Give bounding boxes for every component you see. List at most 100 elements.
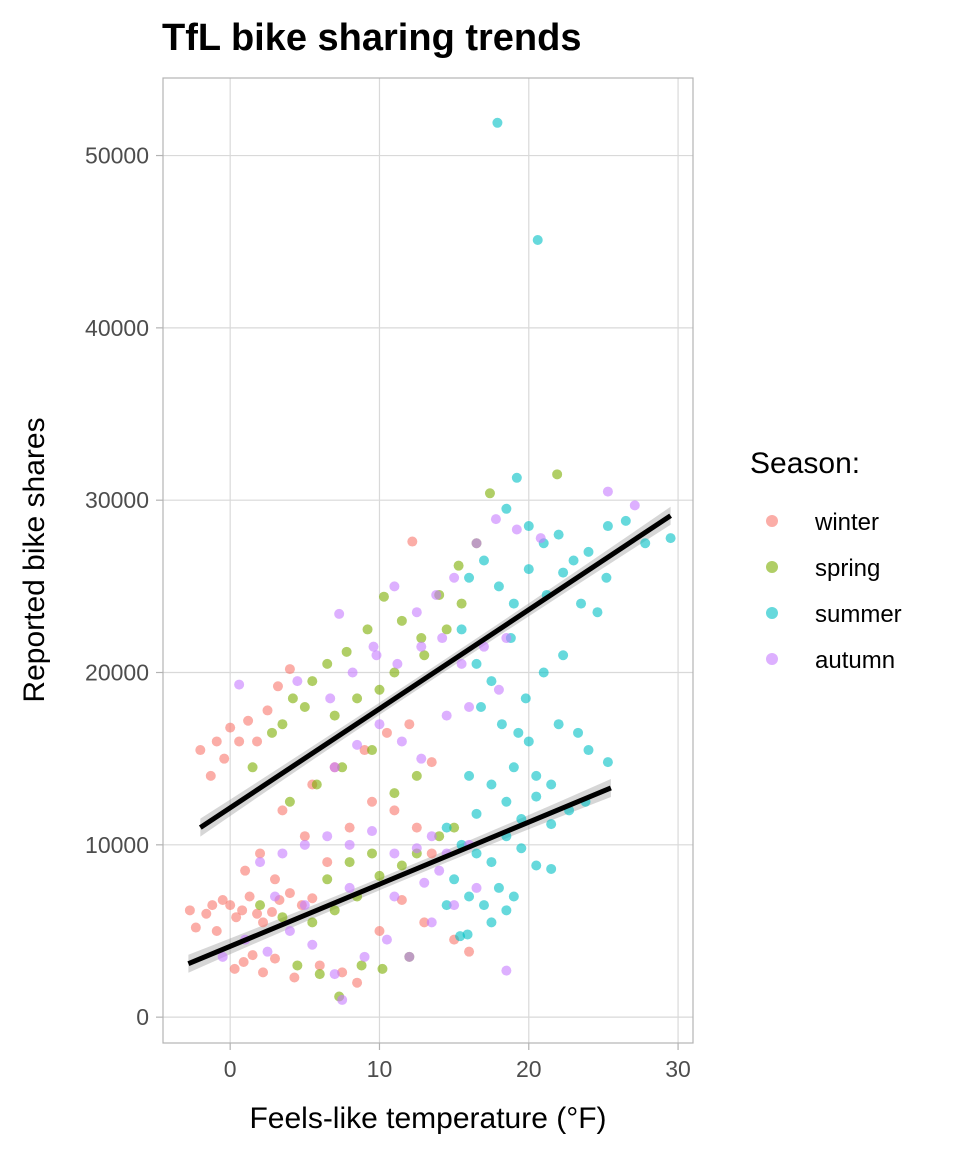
point-autumn (269, 891, 280, 902)
point-autumn (441, 710, 452, 721)
point-spring (277, 912, 288, 923)
point-autumn (344, 839, 355, 850)
point-autumn (416, 641, 427, 652)
point-autumn (255, 857, 266, 868)
y-tick-label: 50000 (85, 143, 149, 169)
point-summer (665, 533, 676, 544)
trend-lines (187, 513, 672, 967)
point-winter (225, 722, 236, 733)
point-winter (190, 922, 201, 933)
point-summer (531, 791, 542, 802)
point-autumn (337, 994, 348, 1005)
point-winter (252, 736, 263, 747)
point-winter (238, 957, 249, 968)
point-spring (307, 917, 318, 928)
panel-border (162, 77, 694, 1044)
x-tick-label: 20 (516, 1056, 542, 1082)
point-summer (523, 736, 534, 747)
point-summer (486, 857, 497, 868)
point-spring (277, 719, 288, 730)
point-winter (244, 891, 255, 902)
point-autumn (493, 684, 504, 695)
point-winter (314, 960, 325, 971)
point-autumn (629, 500, 640, 511)
point-winter (289, 972, 300, 983)
point-summer (492, 117, 503, 128)
point-autumn (478, 641, 489, 652)
point-summer (568, 555, 579, 566)
point-summer (523, 521, 534, 532)
point-winter (426, 757, 437, 768)
point-summer (531, 770, 542, 781)
point-autumn (464, 701, 475, 712)
point-autumn (389, 891, 400, 902)
legend-key-autumn (766, 653, 778, 665)
point-summer (493, 882, 504, 893)
point-winter (337, 967, 348, 978)
point-winter (240, 865, 251, 876)
point-winter (234, 736, 245, 747)
y-tick-label: 40000 (85, 315, 149, 341)
point-summer (462, 929, 473, 940)
point-summer (471, 848, 482, 859)
point-autumn (426, 831, 437, 842)
point-autumn (456, 658, 467, 669)
axis-ticks: 0 10 20 30 0 10000 20000 30000 40000 50000 (85, 143, 691, 1082)
point-winter (225, 900, 236, 911)
legend: Season: winter spring summer autumn (750, 447, 902, 674)
point-summer (441, 822, 452, 833)
point-autumn (307, 939, 318, 950)
point-summer (471, 808, 482, 819)
point-winter (411, 822, 422, 833)
legend-label-winter: winter (814, 509, 879, 536)
point-winter (374, 925, 385, 936)
point-spring (453, 560, 464, 571)
point-summer (486, 917, 497, 928)
point-spring (389, 788, 400, 799)
point-winter (426, 848, 437, 859)
point-winter (404, 719, 415, 730)
point-summer (538, 667, 549, 678)
point-winter (381, 727, 392, 738)
point-autumn (359, 951, 370, 962)
point-summer (501, 796, 512, 807)
point-autumn (381, 934, 392, 945)
x-axis-title: Feels-like temperature (°F) (249, 1102, 606, 1135)
point-autumn (352, 739, 363, 750)
point-autumn (322, 831, 333, 842)
point-spring (341, 646, 352, 657)
point-spring (362, 624, 373, 635)
point-winter (211, 925, 222, 936)
point-winter (407, 536, 418, 547)
point-autumn (490, 514, 501, 525)
point-autumn (374, 719, 385, 730)
point-winter (258, 917, 269, 928)
point-winter (266, 907, 277, 918)
point-summer (471, 658, 482, 669)
point-summer (455, 931, 466, 942)
point-autumn (419, 877, 430, 888)
point-autumn (535, 533, 546, 544)
point-autumn (368, 641, 379, 652)
point-summer (508, 762, 519, 773)
trend-line (187, 785, 612, 967)
point-spring (255, 900, 266, 911)
point-summer (640, 538, 651, 549)
point-spring (311, 779, 322, 790)
point-spring (322, 874, 333, 885)
point-spring (356, 960, 367, 971)
point-autumn (389, 848, 400, 859)
point-autumn (217, 951, 228, 962)
point-summer (531, 860, 542, 871)
point-spring (411, 770, 422, 781)
point-summer (478, 555, 489, 566)
chart-title: TfL bike sharing trends (162, 17, 581, 59)
point-summer (476, 701, 486, 712)
point-summer (523, 564, 534, 575)
point-spring (287, 693, 298, 704)
point-summer (486, 779, 497, 790)
point-autumn (329, 762, 340, 773)
point-winter (277, 805, 288, 816)
point-summer (546, 863, 557, 874)
point-winter (231, 912, 242, 923)
